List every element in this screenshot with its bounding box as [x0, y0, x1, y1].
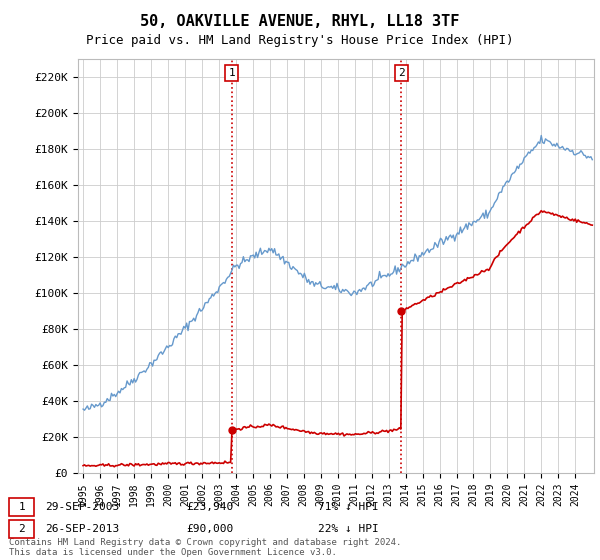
Text: 2: 2	[18, 524, 25, 534]
Text: 50, OAKVILLE AVENUE, RHYL, LL18 3TF: 50, OAKVILLE AVENUE, RHYL, LL18 3TF	[140, 14, 460, 29]
Text: Price paid vs. HM Land Registry's House Price Index (HPI): Price paid vs. HM Land Registry's House …	[86, 34, 514, 46]
Text: Contains HM Land Registry data © Crown copyright and database right 2024.
This d: Contains HM Land Registry data © Crown c…	[9, 538, 401, 557]
Text: £23,940: £23,940	[186, 502, 233, 512]
Text: 29-SEP-2003: 29-SEP-2003	[45, 502, 119, 512]
Text: 26-SEP-2013: 26-SEP-2013	[45, 524, 119, 534]
Text: 1: 1	[18, 502, 25, 512]
Text: 1: 1	[228, 68, 235, 78]
Text: 2: 2	[398, 68, 405, 78]
Text: £90,000: £90,000	[186, 524, 233, 534]
Text: 22% ↓ HPI: 22% ↓ HPI	[318, 524, 379, 534]
Text: 71% ↓ HPI: 71% ↓ HPI	[318, 502, 379, 512]
